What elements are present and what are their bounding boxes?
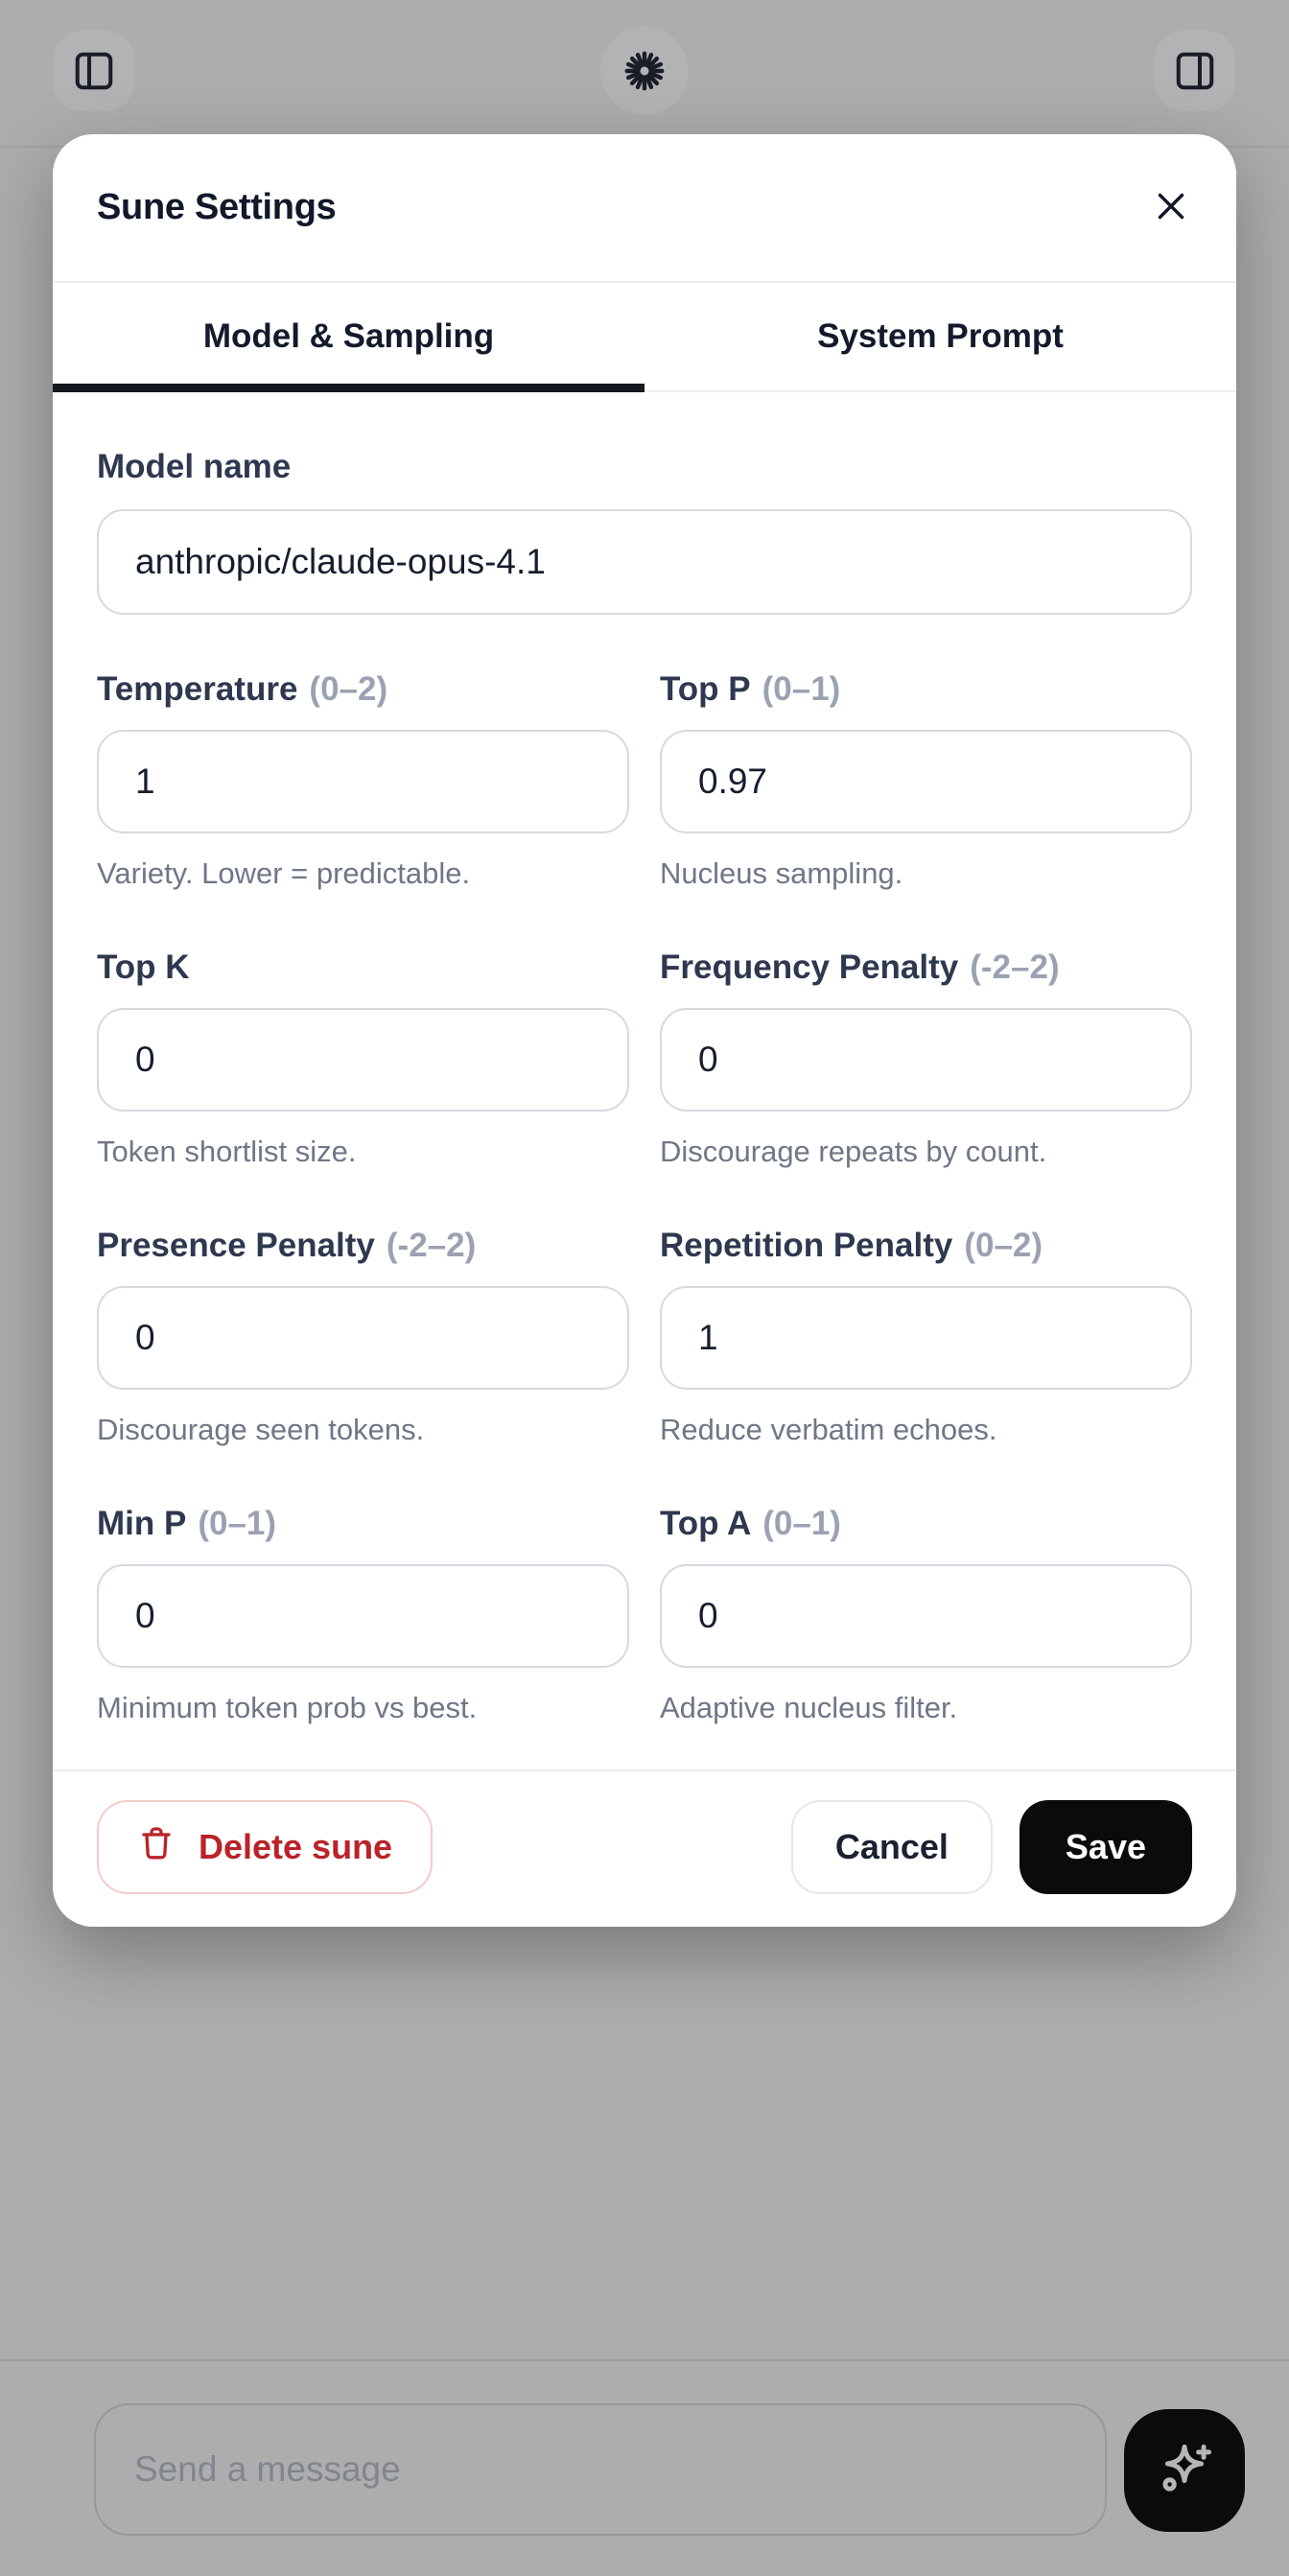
presence-penalty-input[interactable] [97,1286,629,1390]
model-name-label: Model name [97,448,292,485]
field-top-a: Top A (0–1) Adaptive nucleus filter. [660,1505,1192,1725]
top-k-input[interactable] [97,1008,629,1112]
panel-left-icon [72,49,116,93]
top-p-input[interactable] [660,730,1192,833]
top-a-input[interactable] [660,1564,1192,1668]
model-name-input[interactable] [97,509,1192,615]
frequency-penalty-helper: Discourage repeats by count. [660,1135,1047,1168]
min-p-helper: Minimum token prob vs best. [97,1691,478,1724]
close-icon [1149,184,1193,231]
trash-icon [137,1824,176,1871]
temperature-input[interactable] [97,730,629,833]
frequency-penalty-range: (-2–2) [970,948,1060,986]
delete-sune-button[interactable]: Delete sune [97,1800,434,1894]
modal-tabs: Model & Sampling System Prompt [53,283,1236,392]
temperature-range: (0–2) [309,670,388,708]
starburst-icon [618,44,671,98]
presence-penalty-range: (-2–2) [386,1227,477,1264]
panel-right-icon [1173,49,1217,93]
top-p-range: (0–1) [762,670,841,708]
temperature-label: Temperature [97,670,298,708]
min-p-range: (0–1) [198,1505,277,1542]
top-k-helper: Token shortlist size. [97,1135,357,1168]
top-p-helper: Nucleus sampling. [660,856,903,890]
send-sparkle-button[interactable] [1124,2409,1245,2532]
temperature-helper: Variety. Lower = predictable. [97,856,471,890]
tab-model-sampling[interactable]: Model & Sampling [53,283,644,392]
frequency-penalty-label: Frequency Penalty [660,948,959,986]
field-presence-penalty: Presence Penalty (-2–2) Discourage seen t… [97,1227,629,1447]
top-a-range: (0–1) [762,1505,841,1542]
repetition-penalty-range: (0–2) [964,1227,1043,1264]
sune-settings-modal: Sune Settings Model & Sampling System Pr… [53,134,1236,1927]
frequency-penalty-input[interactable] [660,1008,1192,1112]
delete-sune-label: Delete sune [199,1827,393,1866]
modal-content: Model name Temperature (0–2) Variety. Low… [53,448,1236,1769]
sidebar-toggle-button[interactable] [54,31,134,111]
field-top-p: Top P (0–1) Nucleus sampling. [660,670,1192,891]
tab-system-prompt[interactable]: System Prompt [644,283,1236,390]
top-k-label: Top K [97,948,190,986]
modal-title: Sune Settings [97,187,337,227]
field-frequency-penalty: Frequency Penalty (-2–2) Discourage repea… [660,948,1192,1169]
top-p-label: Top P [660,670,751,708]
modal-footer: Delete sune Cancel Save [53,1769,1236,1927]
presence-penalty-helper: Discourage seen tokens. [97,1413,425,1446]
field-top-k: Top K Token shortlist size. [97,948,629,1169]
top-a-helper: Adaptive nucleus filter. [660,1691,958,1724]
field-repetition-penalty: Repetition Penalty (0–2) Reduce verbatim … [660,1227,1192,1447]
min-p-input[interactable] [97,1564,629,1668]
message-input[interactable] [94,2403,1107,2536]
right-panel-toggle-button[interactable] [1155,31,1235,111]
save-button[interactable]: Save [1019,1800,1192,1894]
new-chat-button[interactable] [600,27,689,115]
field-min-p: Min P (0–1) Minimum token prob vs best. [97,1505,629,1725]
close-button[interactable] [1142,179,1200,237]
presence-penalty-label: Presence Penalty [97,1227,375,1264]
repetition-penalty-helper: Reduce verbatim echoes. [660,1413,997,1446]
composer-bar [0,2359,1289,2576]
min-p-label: Min P [97,1505,187,1542]
sampling-fields-grid: Temperature (0–2) Variety. Lower = predic… [97,670,1192,1769]
app-header [0,0,1289,148]
sparkles-icon [1153,2438,1216,2504]
field-temperature: Temperature (0–2) Variety. Lower = predic… [97,670,629,891]
cancel-button[interactable]: Cancel [790,1800,993,1894]
repetition-penalty-input[interactable] [660,1286,1192,1390]
top-a-label: Top A [660,1505,752,1542]
modal-header: Sune Settings [53,134,1236,283]
repetition-penalty-label: Repetition Penalty [660,1227,953,1264]
